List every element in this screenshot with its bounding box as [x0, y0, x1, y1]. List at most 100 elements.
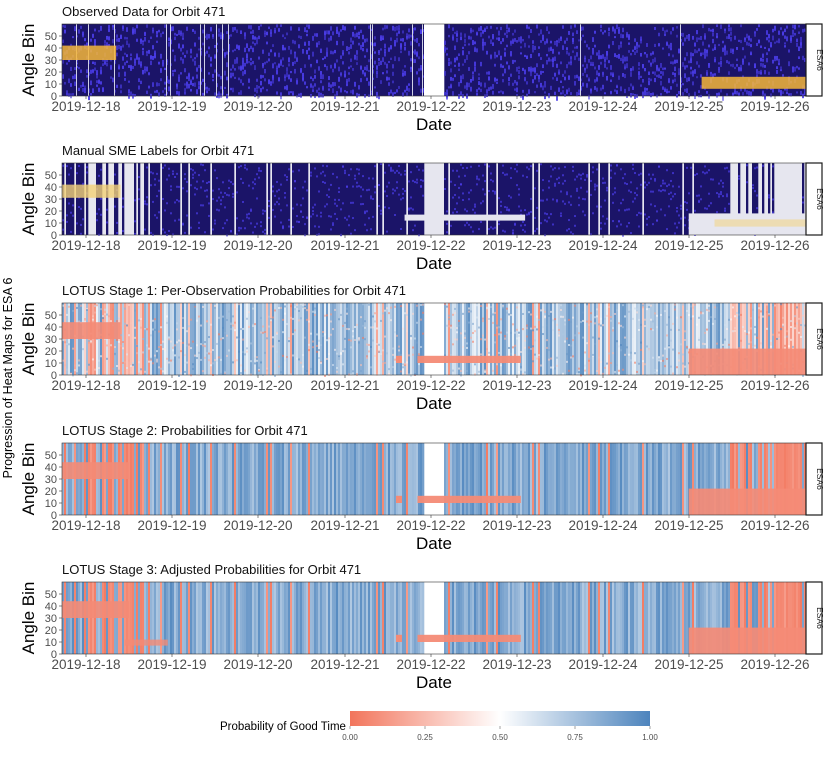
probability-speckle — [394, 306, 396, 308]
probability-column — [350, 303, 352, 375]
probability-speckle — [86, 371, 88, 373]
observation-cell — [234, 77, 236, 79]
probability-column — [282, 443, 284, 515]
probability-column — [138, 443, 140, 515]
observation-cell — [234, 59, 236, 64]
probability-column — [588, 303, 590, 375]
probability-speckle — [684, 339, 686, 341]
probability-column — [256, 303, 258, 375]
probability-speckle — [258, 370, 260, 372]
observation-cell — [252, 48, 254, 53]
observation-cell — [778, 31, 780, 35]
label-cell — [462, 192, 464, 194]
observation-cell — [684, 65, 686, 69]
probability-speckle — [186, 330, 188, 332]
label-cell — [524, 209, 526, 211]
observation-cell — [484, 83, 486, 88]
probability-column — [578, 303, 580, 375]
observation-cell — [238, 66, 240, 69]
panel-title: LOTUS Stage 2: Probabilities for Orbit 4… — [62, 423, 308, 438]
x-tick-label: 2019-12-21 — [310, 238, 379, 253]
label-good-column — [220, 163, 222, 235]
label-cell — [260, 221, 262, 223]
probability-speckle — [310, 368, 312, 370]
probability-column — [648, 303, 650, 375]
probability-speckle — [452, 370, 454, 372]
probability-column — [368, 303, 370, 375]
probability-speckle — [778, 336, 780, 338]
probability-column — [244, 443, 246, 515]
observation-cell — [738, 92, 740, 95]
label-cell — [666, 169, 668, 171]
probability-speckle — [222, 327, 224, 329]
label-cell — [472, 231, 474, 233]
observation-cell — [86, 75, 88, 78]
probability-speckle — [388, 312, 390, 314]
label-good-column — [414, 163, 416, 235]
probability-speckle — [254, 362, 256, 364]
label-cell — [414, 181, 416, 183]
label-cell — [546, 220, 548, 222]
label-cell — [544, 219, 546, 221]
probability-column — [150, 303, 152, 375]
observation-cell — [270, 29, 272, 34]
probability-column — [220, 443, 222, 515]
label-cell — [636, 187, 638, 189]
observation-cell — [724, 46, 726, 50]
probability-speckle — [612, 352, 614, 354]
observation-cell — [552, 49, 554, 54]
probability-speckle — [664, 348, 666, 350]
observation-cell — [528, 35, 530, 38]
probability-column — [410, 443, 412, 515]
label-cell — [252, 232, 254, 234]
observation-cell — [576, 52, 578, 56]
probability-speckle — [666, 324, 668, 326]
probability-speckle — [282, 331, 284, 333]
probability-speckle — [176, 322, 178, 324]
label-cell — [294, 180, 296, 182]
observation-cell — [800, 43, 802, 48]
probability-speckle — [334, 306, 336, 308]
probability-column — [162, 303, 164, 375]
probability-speckle — [104, 309, 106, 311]
probability-speckle — [654, 371, 656, 373]
label-cell — [536, 207, 538, 209]
observation-cell — [642, 79, 644, 83]
observation-cell — [476, 93, 478, 95]
observation-cell — [82, 34, 84, 38]
observation-cell — [560, 92, 562, 94]
probability-speckle — [342, 363, 344, 365]
probability-column — [548, 443, 550, 515]
observation-cell — [464, 44, 466, 46]
observation-cell — [306, 30, 308, 32]
probability-speckle — [448, 325, 450, 327]
label-cell — [288, 168, 290, 170]
observation-cell — [664, 89, 666, 92]
probability-speckle — [188, 325, 190, 327]
probability-speckle — [454, 312, 456, 314]
label-cell — [214, 223, 216, 225]
observation-cell — [270, 83, 272, 85]
probability-column — [686, 303, 688, 375]
probability-speckle — [450, 325, 452, 327]
label-cell — [338, 199, 340, 201]
probability-speckle — [644, 319, 646, 321]
observation-cell — [338, 33, 340, 37]
probability-column — [574, 443, 576, 515]
probability-column — [224, 443, 226, 515]
probability-speckle — [336, 353, 338, 355]
probability-column — [556, 443, 558, 515]
observation-cell — [304, 27, 306, 32]
probability-speckle — [130, 322, 132, 324]
probability-speckle — [546, 339, 548, 341]
probability-speckle — [542, 333, 544, 335]
observation-cell — [246, 53, 248, 58]
label-good-column — [660, 163, 662, 235]
label-cell — [580, 187, 582, 189]
label-cell — [672, 195, 674, 197]
label-good-column — [528, 163, 530, 235]
probability-column — [366, 443, 368, 515]
label-cell — [194, 193, 196, 195]
observation-cell — [736, 91, 738, 94]
label-good-column — [280, 163, 282, 235]
